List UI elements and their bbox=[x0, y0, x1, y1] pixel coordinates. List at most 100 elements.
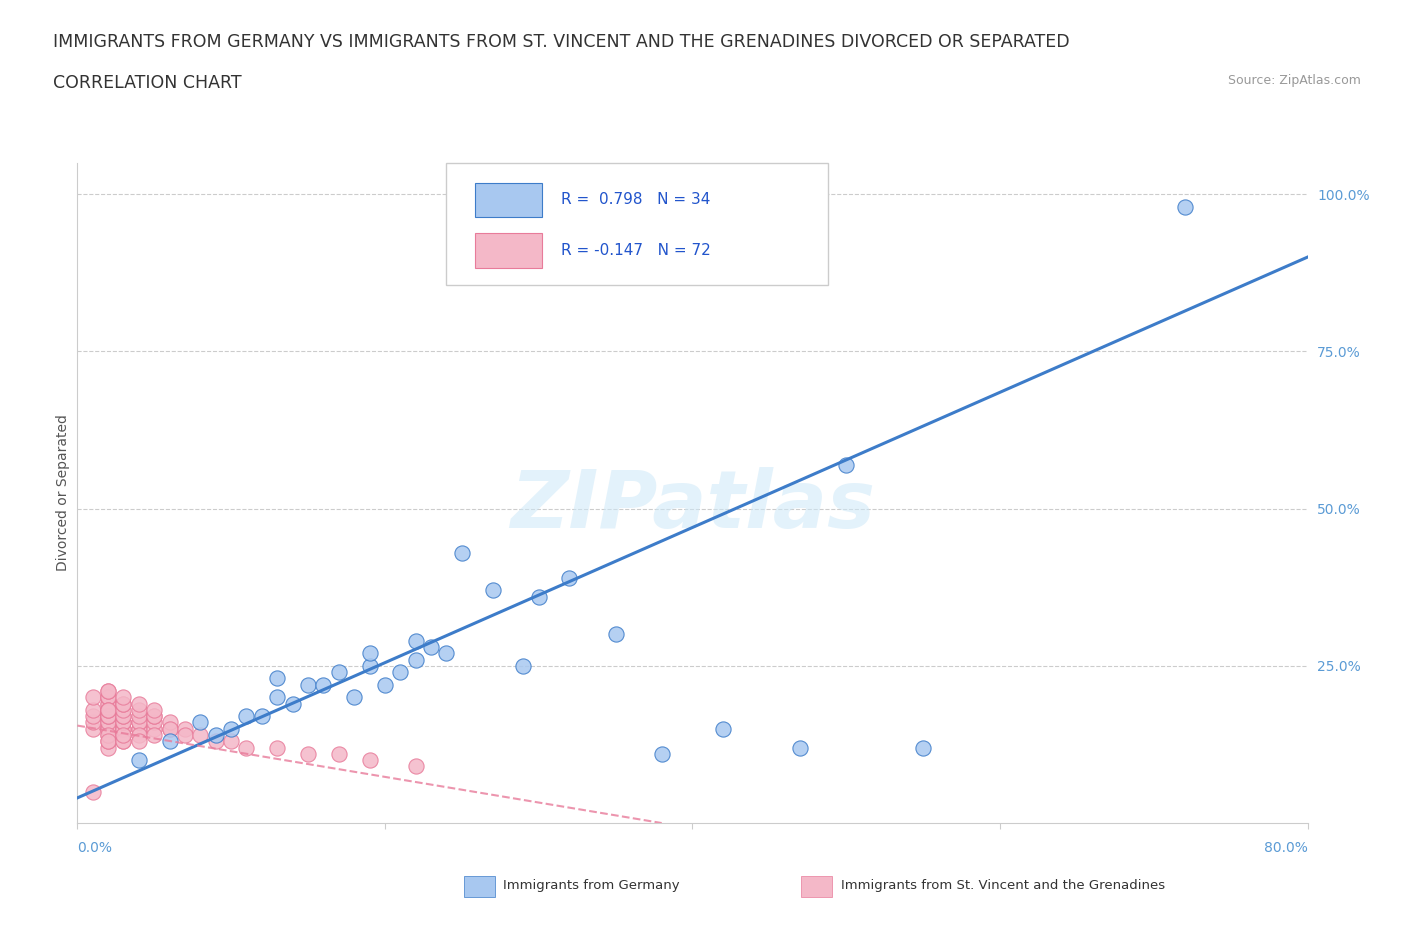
Point bbox=[112, 709, 135, 724]
Point bbox=[159, 715, 181, 730]
Bar bbox=[475, 233, 543, 268]
Text: ZIPatlas: ZIPatlas bbox=[510, 467, 875, 545]
Point bbox=[204, 734, 226, 749]
Point bbox=[97, 709, 120, 724]
Point bbox=[297, 747, 319, 762]
Point bbox=[112, 722, 135, 737]
Point bbox=[128, 709, 150, 724]
Point bbox=[97, 727, 120, 742]
Point bbox=[558, 570, 581, 585]
Point bbox=[219, 734, 242, 749]
Point bbox=[97, 702, 120, 717]
Point bbox=[405, 633, 427, 648]
Text: 80.0%: 80.0% bbox=[1264, 841, 1308, 856]
Point bbox=[112, 702, 135, 717]
Point bbox=[605, 627, 627, 642]
Point bbox=[420, 640, 443, 655]
Point bbox=[97, 690, 120, 705]
Point bbox=[97, 697, 120, 711]
Point bbox=[266, 740, 288, 755]
Point bbox=[128, 697, 150, 711]
Point bbox=[405, 652, 427, 667]
Point bbox=[651, 747, 673, 762]
Point bbox=[97, 734, 120, 749]
Point bbox=[97, 684, 120, 698]
Point bbox=[235, 740, 257, 755]
Point bbox=[359, 645, 381, 660]
Point bbox=[128, 734, 150, 749]
Point bbox=[128, 715, 150, 730]
Point bbox=[174, 722, 197, 737]
Point bbox=[128, 722, 150, 737]
FancyBboxPatch shape bbox=[447, 163, 828, 285]
Point bbox=[112, 727, 135, 742]
Point bbox=[436, 645, 458, 660]
Text: R = -0.147   N = 72: R = -0.147 N = 72 bbox=[561, 243, 710, 258]
Point bbox=[235, 709, 257, 724]
Point bbox=[312, 677, 335, 692]
Point bbox=[112, 734, 135, 749]
Point bbox=[159, 722, 181, 737]
Point bbox=[219, 722, 242, 737]
Point bbox=[97, 734, 120, 749]
Point bbox=[97, 709, 120, 724]
Text: R =  0.798   N = 34: R = 0.798 N = 34 bbox=[561, 193, 710, 207]
Point bbox=[359, 658, 381, 673]
Point bbox=[97, 727, 120, 742]
Point bbox=[143, 715, 166, 730]
Point bbox=[204, 727, 226, 742]
Text: Immigrants from St. Vincent and the Grenadines: Immigrants from St. Vincent and the Gren… bbox=[841, 879, 1166, 892]
Point bbox=[112, 722, 135, 737]
Point bbox=[359, 752, 381, 767]
Text: 0.0%: 0.0% bbox=[77, 841, 112, 856]
Point bbox=[143, 709, 166, 724]
Point bbox=[112, 734, 135, 749]
Point bbox=[112, 697, 135, 711]
Y-axis label: Divorced or Separated: Divorced or Separated bbox=[56, 415, 70, 571]
Point bbox=[97, 709, 120, 724]
Point bbox=[789, 740, 811, 755]
Point bbox=[188, 727, 212, 742]
Point bbox=[97, 722, 120, 737]
Point bbox=[112, 709, 135, 724]
Point bbox=[143, 709, 166, 724]
Point bbox=[174, 727, 197, 742]
Point bbox=[266, 690, 288, 705]
Point bbox=[835, 458, 858, 472]
Point bbox=[97, 702, 120, 717]
Point bbox=[128, 702, 150, 717]
Point bbox=[328, 665, 350, 680]
Point bbox=[343, 690, 366, 705]
Point bbox=[389, 665, 412, 680]
Point bbox=[82, 784, 104, 799]
Point bbox=[97, 722, 120, 737]
Point bbox=[328, 747, 350, 762]
Point bbox=[143, 722, 166, 737]
Point bbox=[297, 677, 319, 692]
Point bbox=[405, 759, 427, 774]
Point bbox=[97, 715, 120, 730]
Point bbox=[82, 722, 104, 737]
Point bbox=[481, 583, 503, 598]
Point bbox=[97, 697, 120, 711]
Point bbox=[112, 715, 135, 730]
Point bbox=[97, 702, 120, 717]
Point bbox=[97, 690, 120, 705]
Point bbox=[97, 715, 120, 730]
Bar bbox=[475, 182, 543, 217]
Point bbox=[266, 671, 288, 685]
Point bbox=[82, 709, 104, 724]
Point bbox=[97, 684, 120, 698]
Point bbox=[711, 722, 734, 737]
Point bbox=[128, 752, 150, 767]
Point bbox=[450, 545, 472, 560]
Point bbox=[912, 740, 935, 755]
Point bbox=[128, 722, 150, 737]
Point bbox=[250, 709, 273, 724]
Point bbox=[527, 590, 550, 604]
Point bbox=[112, 697, 135, 711]
Point bbox=[159, 722, 181, 737]
Point bbox=[97, 709, 120, 724]
Point bbox=[82, 702, 104, 717]
Point bbox=[97, 740, 120, 755]
